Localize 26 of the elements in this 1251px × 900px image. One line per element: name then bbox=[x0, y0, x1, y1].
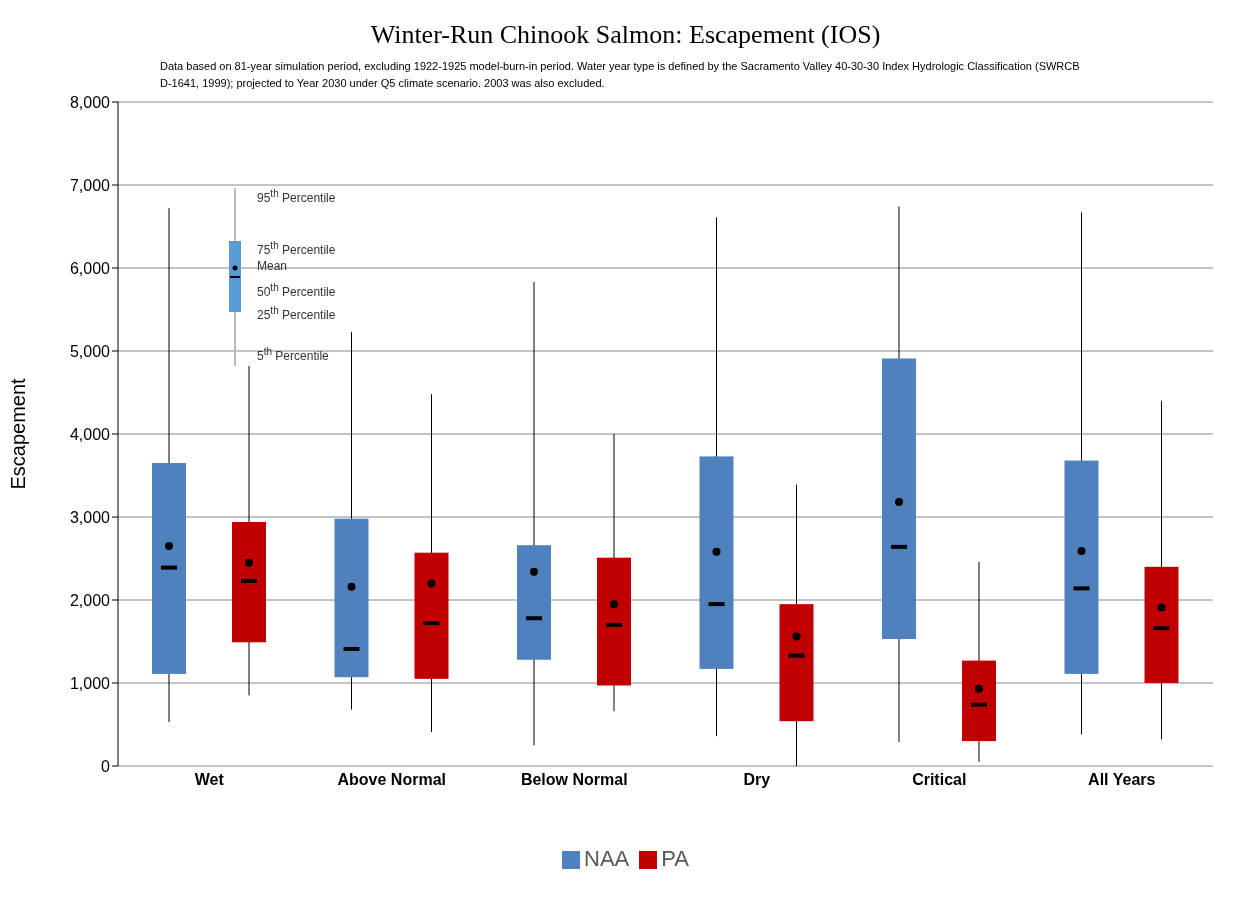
x-tick-label: Wet bbox=[194, 771, 225, 789]
y-axis-title: Escapement bbox=[7, 377, 30, 490]
y-tick-label: 2,000 bbox=[69, 591, 111, 609]
annotation: Mean bbox=[257, 259, 288, 273]
annotation: 25$^{th}$ Percentile bbox=[257, 305, 336, 322]
annotation: 75$^{th}$ Percentile bbox=[257, 240, 336, 257]
x-tick-label: Dry bbox=[743, 771, 771, 789]
legend-label: PA bbox=[661, 846, 689, 871]
y-tick-label: 4,000 bbox=[69, 425, 111, 443]
y-tick-label: 7,000 bbox=[69, 176, 111, 194]
y-tick-label: 0 bbox=[101, 757, 111, 775]
y-tick-label: 6,000 bbox=[69, 259, 111, 277]
legend-label: NAA bbox=[584, 846, 630, 871]
x-tick-label: Above Normal bbox=[337, 771, 446, 789]
annotation: 95$^{th}$ Percentile bbox=[257, 188, 336, 205]
x-tick-label: Critical bbox=[912, 771, 967, 789]
y-tick-label: 3,000 bbox=[69, 508, 111, 526]
annotation: 50$^{th}$ Percentile bbox=[257, 282, 336, 299]
chart-title: Winter-Run Chinook Salmon: Escapement (IOS) bbox=[369, 19, 882, 50]
x-tick-label: All Years bbox=[1088, 771, 1156, 789]
annotation: 5$^{th}$ Percentile bbox=[257, 346, 329, 363]
y-tick-label: 1,000 bbox=[69, 674, 111, 692]
x-tick-label: Below Normal bbox=[520, 771, 628, 789]
y-tick-label: 5,000 bbox=[69, 342, 111, 360]
y-tick-label: 8,000 bbox=[69, 93, 111, 111]
chart-subtitle: Data based on 81-year simulation period, excluding 1922-1925 model-burn-in period. Water year type is defined by the Sacramento Valley 40-30-30 Index Hydrologic Classification (SWRCB D-1641, 1999); projected to Year 2030 under Q5 climate scenario. 2003 was also excluded. bbox=[160, 59, 1081, 91]
